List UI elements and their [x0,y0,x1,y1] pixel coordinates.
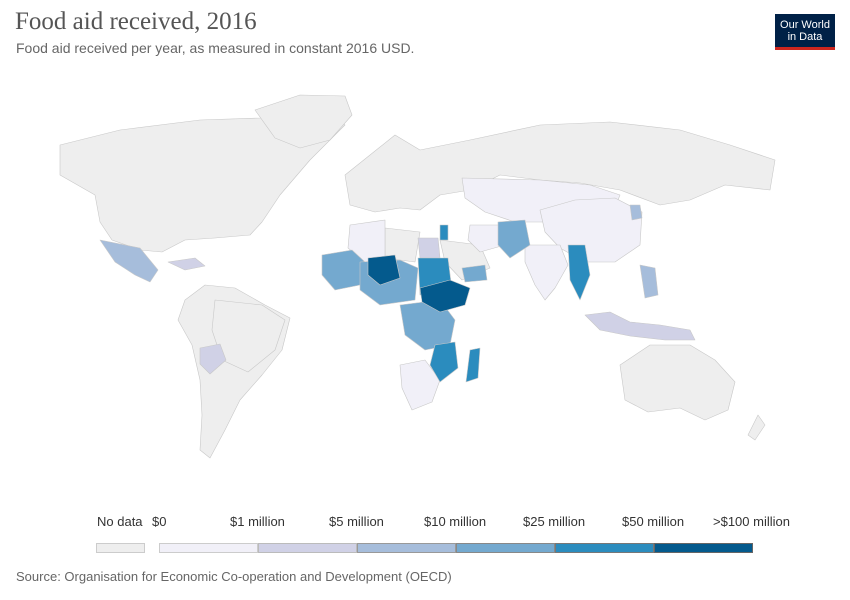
greenland-shape[interactable] [254,94,353,149]
legend-swatch-bin-5[interactable] [654,543,753,553]
nigeria-shape[interactable] [367,254,401,286]
logo-line-2: in Data [787,31,823,43]
legend-label-bin-1: $1 million [230,514,285,529]
legend-swatch-no-data[interactable] [96,543,145,553]
legend-label-no-data: No data [97,514,143,529]
chart-subtitle: Food aid received per year, as measured … [16,40,415,56]
world-map[interactable] [0,70,850,490]
afghanistan-pakistan-shape[interactable] [497,219,531,259]
north-korea-shape[interactable] [629,204,643,221]
haiti-cuba-shape[interactable] [167,257,206,271]
legend-swatch-bin-0[interactable] [159,543,258,553]
yemen-shape[interactable] [461,264,488,283]
mozambique-shape[interactable] [429,341,459,383]
indonesia-shape[interactable] [584,311,696,341]
legend-label-bin-0: $0 [152,514,167,529]
india-shape[interactable] [524,244,569,301]
owid-logo[interactable]: Our World in Data [775,14,835,50]
bolivia-shape[interactable] [199,343,227,375]
legend-label-bin-3: $10 million [424,514,487,529]
new-zealand-shape[interactable] [747,414,766,441]
europe-russia-shape[interactable] [344,121,776,213]
source-note: Source: Organisation for Economic Co-ope… [16,569,452,584]
legend-label-bin-5: $50 million [622,514,685,529]
ethiopia-south-sudan-shape[interactable] [419,279,471,313]
legend-label-bin-6: >$100 million [713,514,790,529]
legend-swatch-bin-3[interactable] [456,543,555,553]
chart-title: Food aid received, 2016 [15,8,257,35]
legend-swatch-bin-2[interactable] [357,543,456,553]
jordan-shape[interactable] [439,224,449,241]
legend-label-bin-2: $5 million [329,514,384,529]
iran-shape[interactable] [467,224,506,253]
myanmar-shape[interactable] [567,244,591,301]
legend-label-bin-4: $25 million [523,514,586,529]
mexico-central-america-shape[interactable] [99,239,159,283]
legend-swatch-bin-1[interactable] [258,543,357,553]
china-shape[interactable] [539,197,643,263]
madagascar-shape[interactable] [465,347,481,383]
egypt-shape[interactable] [417,237,441,259]
australia-shape[interactable] [619,344,736,421]
logo-line-1: Our World [780,19,830,31]
southern-africa-shape[interactable] [399,359,441,411]
philippines-shape[interactable] [639,264,659,299]
brazil-shape[interactable] [211,299,286,373]
legend-swatch-bin-4[interactable] [555,543,654,553]
mali-mauritania-shape[interactable] [321,249,366,291]
